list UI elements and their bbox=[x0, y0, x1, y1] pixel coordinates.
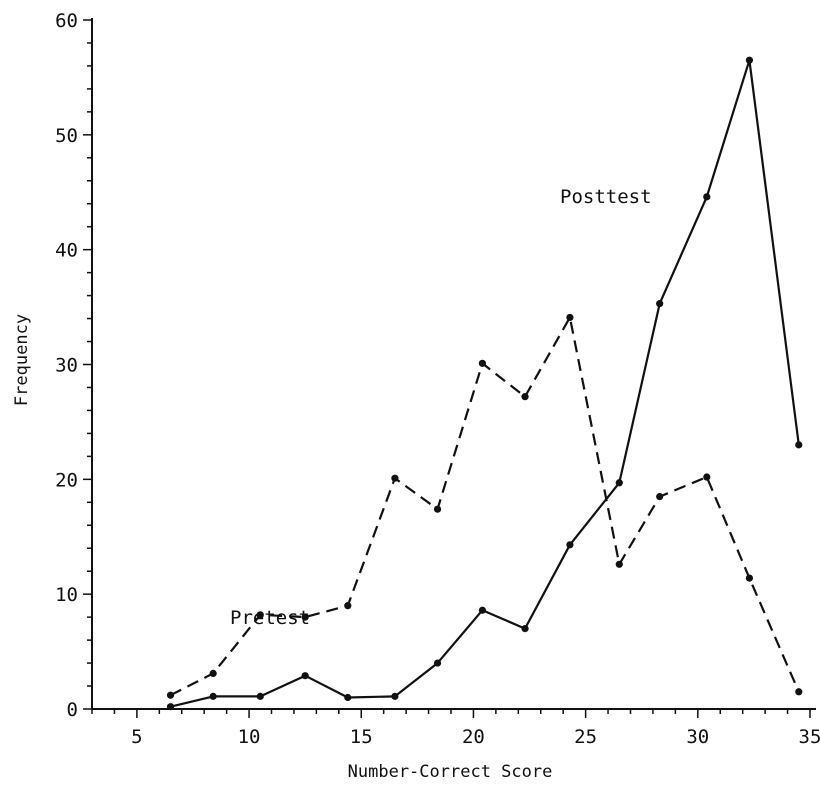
y-tick-label: 30 bbox=[55, 355, 78, 377]
data-point-posttest bbox=[566, 541, 574, 549]
data-point-posttest bbox=[344, 693, 352, 702]
y-tick-label: 60 bbox=[55, 10, 78, 32]
data-point-posttest bbox=[521, 625, 529, 633]
data-point-pretest bbox=[209, 669, 217, 678]
y-tick-label: 0 bbox=[67, 699, 78, 721]
data-point-pretest bbox=[391, 474, 399, 482]
data-point-posttest bbox=[703, 193, 711, 201]
y-tick-label: 10 bbox=[55, 584, 78, 606]
data-point-pretest bbox=[256, 611, 264, 619]
x-tick-label: 30 bbox=[686, 726, 709, 748]
data-point-posttest bbox=[166, 703, 175, 711]
series-line-pretest bbox=[169, 316, 800, 697]
y-axis-title: Frequency bbox=[12, 314, 32, 406]
series-label-pretest: Pretest bbox=[230, 607, 310, 629]
series-points bbox=[166, 56, 803, 711]
x-tick-label: 20 bbox=[462, 726, 485, 748]
x-tick-label: 10 bbox=[238, 726, 261, 748]
labels: Frequency Number-Correct Score Pretest P… bbox=[12, 186, 652, 782]
axes: 5 10 15 20 25 30 35 0 10 20 30 40 50 60 bbox=[55, 10, 820, 748]
series-label-posttest: Posttest bbox=[560, 186, 652, 208]
data-point-pretest bbox=[433, 505, 442, 513]
x-tick-label: 15 bbox=[350, 726, 373, 748]
y-tick-label: 40 bbox=[55, 240, 78, 262]
x-tick-label: 35 bbox=[799, 726, 820, 748]
data-point-pretest bbox=[656, 492, 664, 501]
data-point-pretest bbox=[745, 574, 754, 582]
data-point-posttest bbox=[433, 659, 442, 667]
data-point-pretest bbox=[703, 473, 711, 481]
data-point-posttest bbox=[656, 300, 664, 308]
data-point-pretest bbox=[344, 602, 352, 610]
data-point-posttest bbox=[795, 441, 803, 449]
data-point-posttest bbox=[301, 672, 309, 680]
x-axis-title: Number-Correct Score bbox=[348, 762, 553, 782]
data-point-posttest bbox=[745, 56, 754, 64]
data-point-pretest bbox=[521, 393, 529, 401]
data-point-pretest bbox=[166, 691, 175, 699]
data-point-posttest bbox=[209, 692, 217, 700]
data-point-pretest bbox=[566, 313, 574, 322]
data-point-posttest bbox=[615, 479, 623, 487]
y-tick-label: 50 bbox=[55, 125, 78, 147]
data-point-pretest bbox=[615, 560, 623, 568]
data-point-posttest bbox=[391, 692, 399, 700]
data-point-posttest bbox=[256, 692, 264, 700]
x-tick-label: 5 bbox=[131, 726, 142, 748]
data-point-pretest bbox=[795, 688, 803, 696]
data-point-pretest bbox=[301, 613, 309, 621]
data-point-pretest bbox=[478, 359, 487, 367]
y-tick-label: 20 bbox=[55, 469, 78, 491]
x-tick-label: 25 bbox=[574, 726, 597, 748]
data-point-posttest bbox=[478, 606, 487, 614]
